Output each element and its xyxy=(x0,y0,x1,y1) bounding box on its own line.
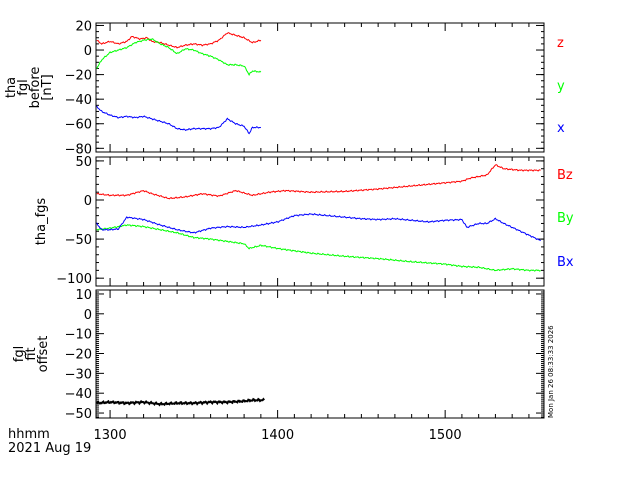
x-tick-label: 1500 xyxy=(429,428,462,443)
y-tick-label: −60 xyxy=(65,118,92,133)
y-axis-label: fit xyxy=(24,347,39,360)
series-line-Bz xyxy=(96,164,541,200)
y-tick-label: −20 xyxy=(65,348,92,363)
series-line-offset xyxy=(96,397,265,407)
panel-2: 50 0 −50 −100 tha_fgs Bz By Bx xyxy=(34,155,574,287)
y-tick-label: 50 xyxy=(75,155,92,170)
panel-frame xyxy=(95,22,545,153)
x-axis-label-date: 2021 Aug 19 xyxy=(8,441,91,456)
series-line-Bx xyxy=(96,213,541,242)
y-tick-label: 0 xyxy=(84,44,92,59)
panel-frame xyxy=(95,289,545,419)
y-axis-label: fgl xyxy=(12,346,27,362)
y-axis-label: [nT] xyxy=(40,74,55,100)
series-line-y xyxy=(96,38,262,77)
x-tick-label: 1400 xyxy=(261,428,294,443)
y-tick-label: −20 xyxy=(65,69,92,84)
y-tick-label: 0 xyxy=(84,194,92,209)
y-tick-label: 10 xyxy=(75,288,92,303)
y-tick-label: 0 xyxy=(84,308,92,323)
legend-label-y: y xyxy=(557,79,565,94)
legend-label-Bz: Bz xyxy=(557,168,573,183)
timestamp: Mon Jan 26 08:33:33 2026 xyxy=(547,325,555,418)
y-tick-label: −80 xyxy=(65,142,92,157)
y-tick-label: −50 xyxy=(65,407,92,422)
y-tick-label: 20 xyxy=(75,19,92,34)
series-line-By xyxy=(96,224,541,272)
y-axis-label: offset xyxy=(36,336,51,373)
legend-label-z: z xyxy=(557,36,564,51)
y-tick-label: −40 xyxy=(65,387,92,402)
panel-frame xyxy=(95,156,545,287)
legend-label-By: By xyxy=(557,211,574,226)
series-line-z xyxy=(96,32,262,49)
y-tick-label: −100 xyxy=(56,272,92,287)
legend-label-Bx: Bx xyxy=(557,255,574,270)
y-axis-label: tha_fgs xyxy=(34,198,49,246)
legend-label-x: x xyxy=(557,121,565,136)
y-axis-label: fgl xyxy=(16,79,31,95)
y-tick-label: −40 xyxy=(65,93,92,108)
y-axis-label: tha xyxy=(4,77,19,98)
x-tick-label: 1300 xyxy=(94,428,127,443)
y-tick-label: −50 xyxy=(65,233,92,248)
y-tick-label: −10 xyxy=(65,328,92,343)
y-tick-label: −30 xyxy=(65,367,92,382)
y-axis-label: before xyxy=(28,67,43,109)
series-line-x xyxy=(96,105,262,135)
x-axis-label-hhmm: hhmm xyxy=(8,427,50,442)
